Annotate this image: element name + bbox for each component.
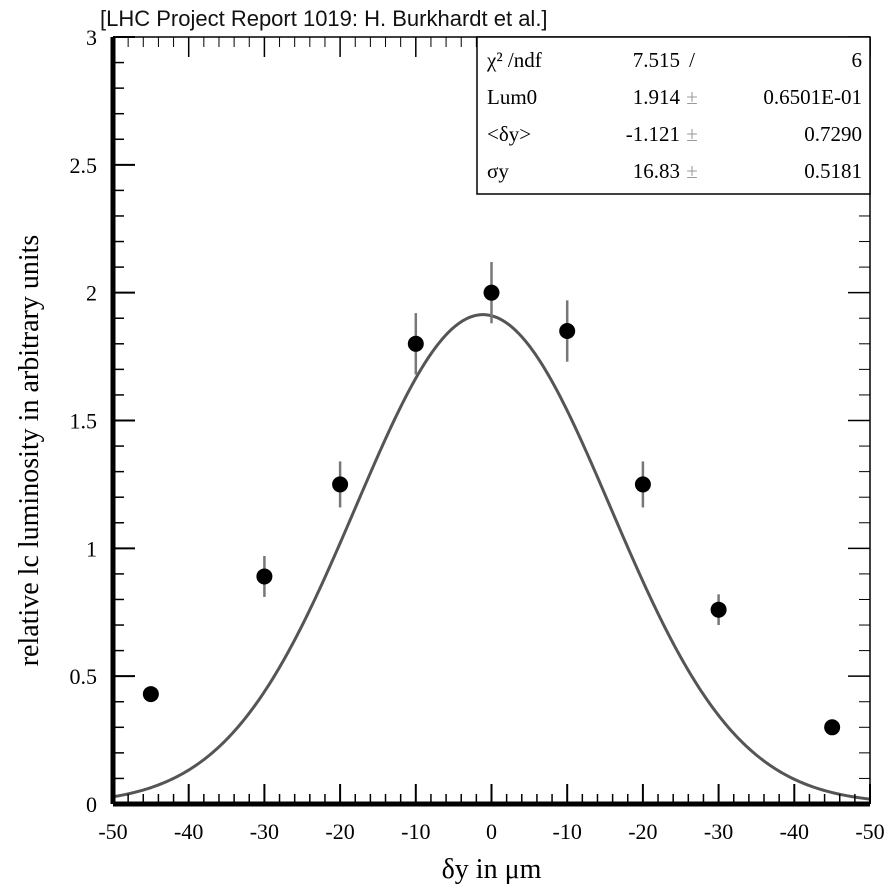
stats-box-frame (476, 36, 871, 195)
stats-separator: ± (686, 85, 698, 109)
stats-separator: / (689, 48, 695, 72)
x-tick-label: -30 (250, 819, 279, 844)
stats-error: 6 (852, 48, 863, 72)
x-tick-label: -10 (553, 819, 582, 844)
data-point-9 (824, 719, 841, 736)
stats-label: χ² /ndf (486, 48, 542, 72)
y-tick-label: 1.5 (70, 409, 98, 434)
stats-value: 16.83 (633, 159, 680, 183)
data-point-2 (256, 556, 273, 597)
data-marker (407, 335, 424, 352)
fit-curve (112, 313, 871, 801)
data-marker (142, 686, 159, 703)
x-tick-label: -10 (401, 819, 430, 844)
data-point-6 (559, 300, 576, 362)
data-point-8 (710, 594, 727, 626)
stats-error: 0.6501E-01 (763, 85, 862, 109)
x-tick-label: -50 (98, 819, 127, 844)
y-tick-label: 0 (86, 792, 97, 817)
x-axis-title: δy in μm (442, 854, 542, 885)
data-marker (824, 719, 841, 736)
data-marker (634, 476, 651, 493)
stats-separator: ± (686, 122, 698, 146)
x-tick-label: -50 (855, 819, 884, 844)
stats-value: -1.121 (626, 122, 680, 146)
x-tick-label: -20 (325, 819, 354, 844)
x-tick-label: -30 (704, 819, 733, 844)
data-point-4 (407, 313, 424, 375)
y-tick-label: 3 (86, 25, 97, 50)
x-tick-label: -40 (780, 819, 809, 844)
y-tick-label: 2 (86, 281, 97, 306)
y-axis-title: relative lc luminosity in arbitrary unit… (14, 235, 45, 667)
stats-error: 0.7290 (804, 122, 862, 146)
x-tick-label: -40 (174, 819, 203, 844)
stats-value: 1.914 (633, 85, 681, 109)
fit-layer (112, 313, 871, 801)
stats-label: <δy> (487, 122, 531, 146)
x-tick-label: -20 (628, 819, 657, 844)
data-marker (559, 323, 576, 340)
x-tick-label: 0 (486, 819, 497, 844)
y-tick-label: 0.5 (70, 664, 98, 689)
data-point-7 (634, 461, 651, 508)
data-marker (332, 476, 349, 493)
data-point-3 (332, 461, 349, 508)
stats-label: Lum0 (487, 85, 537, 109)
data-marker (710, 601, 727, 618)
y-tick-label: 2.5 (70, 153, 98, 178)
data-point-5 (483, 261, 500, 324)
data-marker (483, 284, 500, 301)
data-marker (256, 568, 273, 585)
y-tick-label: 1 (86, 536, 97, 561)
points-layer (142, 261, 841, 736)
stats-error: 0.5181 (804, 159, 862, 183)
stats-separator: ± (686, 159, 698, 183)
data-point-1 (142, 686, 159, 703)
stats-value: 7.515 (633, 48, 680, 72)
citation-header: [LHC Project Report 1019: H. Burkhardt e… (100, 6, 548, 31)
stats-label: σy (487, 159, 509, 183)
